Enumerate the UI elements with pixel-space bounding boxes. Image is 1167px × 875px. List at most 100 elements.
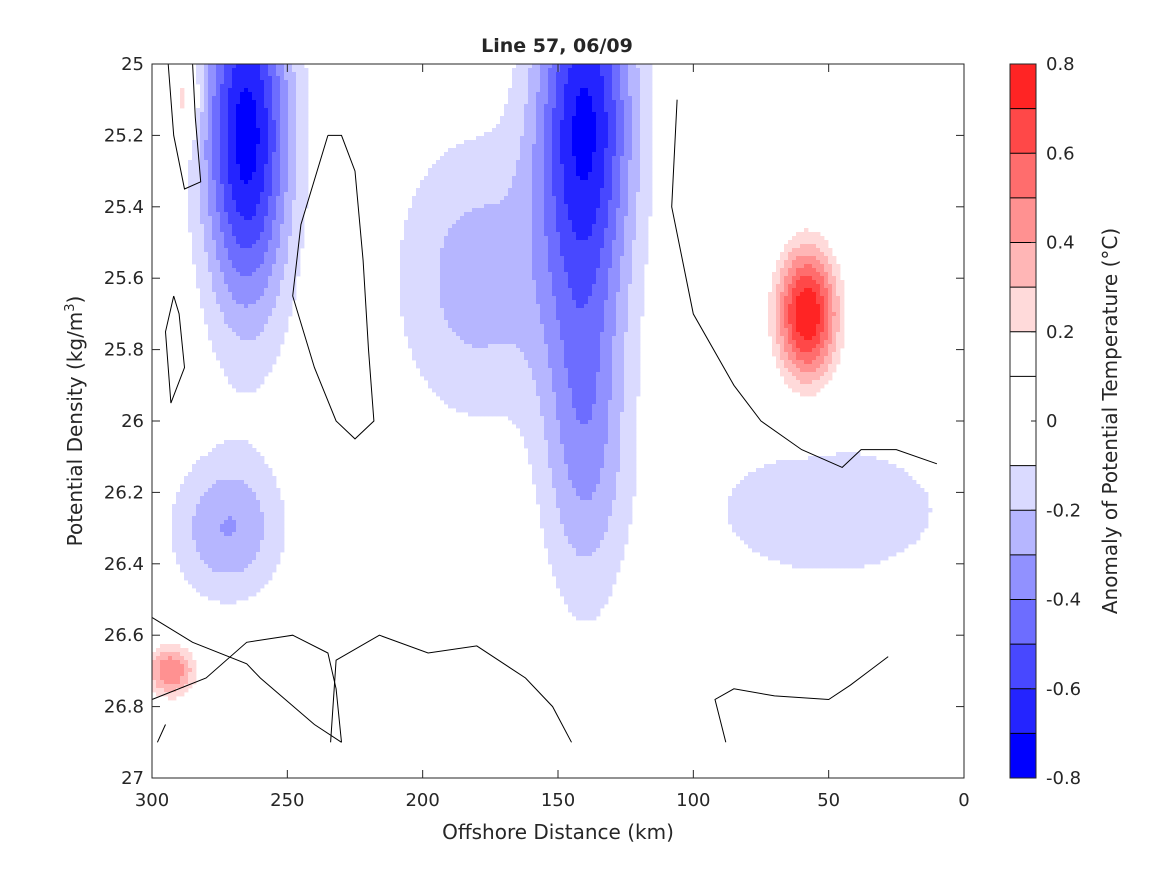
contour-cell xyxy=(408,232,413,237)
contour-cell xyxy=(296,64,301,69)
contour-cell xyxy=(204,112,209,117)
contour-cell xyxy=(228,100,233,105)
contour-cell xyxy=(796,252,801,257)
contour-cell xyxy=(624,220,629,225)
contour-cell xyxy=(188,216,193,221)
contour-cell xyxy=(256,228,261,233)
contour-cell xyxy=(452,148,457,153)
contour-cell xyxy=(612,196,617,201)
contour-cell xyxy=(252,108,257,113)
contour-cell xyxy=(288,212,293,217)
contour-cell xyxy=(192,188,197,193)
contour-cell xyxy=(580,172,585,177)
contour-cell xyxy=(284,104,289,109)
contour-cell xyxy=(532,288,537,293)
contour-cell xyxy=(524,148,529,153)
contour-cell xyxy=(620,260,625,265)
contour-cell xyxy=(292,240,297,245)
contour-cell xyxy=(548,176,553,181)
contour-cell xyxy=(568,256,573,261)
contour-cell xyxy=(484,176,489,181)
contour-cell xyxy=(528,64,533,69)
contour-cell xyxy=(300,148,305,153)
contour-cell xyxy=(240,268,245,273)
contour-cell xyxy=(404,292,409,297)
contour-cell xyxy=(520,192,525,197)
contour-cell xyxy=(616,268,621,273)
contour-cell xyxy=(236,148,241,153)
contour-cell xyxy=(544,104,549,109)
contour-cell xyxy=(612,232,617,237)
contour-cell xyxy=(468,144,473,149)
contour-cell xyxy=(596,160,601,165)
contour-cell xyxy=(596,76,601,81)
contour-cell xyxy=(448,152,453,157)
contour-cell xyxy=(248,300,253,305)
contour-cell xyxy=(464,232,469,237)
contour-cell xyxy=(476,168,481,173)
contour-cell xyxy=(612,284,617,289)
contour-cell xyxy=(540,124,545,129)
contour-cell xyxy=(796,264,801,269)
contour-cell xyxy=(488,256,493,261)
contour-cell xyxy=(464,176,469,181)
contour-cell xyxy=(476,224,481,229)
contour-cell xyxy=(536,236,541,241)
contour-cell xyxy=(448,292,453,297)
contour-cell xyxy=(608,228,613,233)
contour-cell xyxy=(832,256,837,261)
contour-cell xyxy=(288,224,293,229)
contour-cell xyxy=(456,144,461,149)
contour-cell xyxy=(796,248,801,253)
contour-cell xyxy=(240,292,245,297)
contour-cell xyxy=(304,132,309,137)
contour-cell xyxy=(248,212,253,217)
contour-cell xyxy=(248,236,253,241)
contour-cell xyxy=(624,88,629,93)
contour-cell xyxy=(192,224,197,229)
contour-cell xyxy=(200,268,205,273)
contour-cell xyxy=(496,192,501,197)
contour-cell xyxy=(240,128,245,133)
contour-cell xyxy=(456,236,461,241)
contour-cell xyxy=(784,296,789,301)
contour-cell xyxy=(260,300,265,305)
contour-cell xyxy=(424,236,429,241)
contour-cell xyxy=(448,288,453,293)
contour-cell xyxy=(208,108,213,113)
contour-cell xyxy=(596,272,601,277)
contour-cell xyxy=(804,260,809,265)
contour-cell xyxy=(524,220,529,225)
contour-cell xyxy=(512,296,517,301)
contour-cell xyxy=(224,76,229,81)
contour-cell xyxy=(504,184,509,189)
contour-cell xyxy=(620,136,625,141)
contour-cell xyxy=(256,220,261,225)
contour-cell xyxy=(512,160,517,165)
contour-cell xyxy=(440,160,445,165)
contour-cell xyxy=(792,248,797,253)
contour-cell xyxy=(816,284,821,289)
contour-cell xyxy=(604,208,609,213)
contour-cell xyxy=(260,292,265,297)
contour-cell xyxy=(624,272,629,277)
contour-cell xyxy=(508,196,513,201)
contour-cell xyxy=(284,228,289,233)
contour-cell xyxy=(256,180,261,185)
contour-cell xyxy=(256,236,261,241)
contour-cell xyxy=(544,204,549,209)
contour-cell xyxy=(216,180,221,185)
contour-cell xyxy=(556,132,561,137)
contour-cell xyxy=(296,168,301,173)
contour-cell xyxy=(640,204,645,209)
contour-cell xyxy=(584,152,589,157)
contour-cell xyxy=(520,236,525,241)
contour-cell xyxy=(456,288,461,293)
contour-cell xyxy=(592,244,597,249)
contour-cell xyxy=(592,252,597,257)
contour-cell xyxy=(488,172,493,177)
contour-cell xyxy=(804,236,809,241)
contour-cell xyxy=(552,288,557,293)
contour-cell xyxy=(244,156,249,161)
contour-cell xyxy=(276,228,281,233)
